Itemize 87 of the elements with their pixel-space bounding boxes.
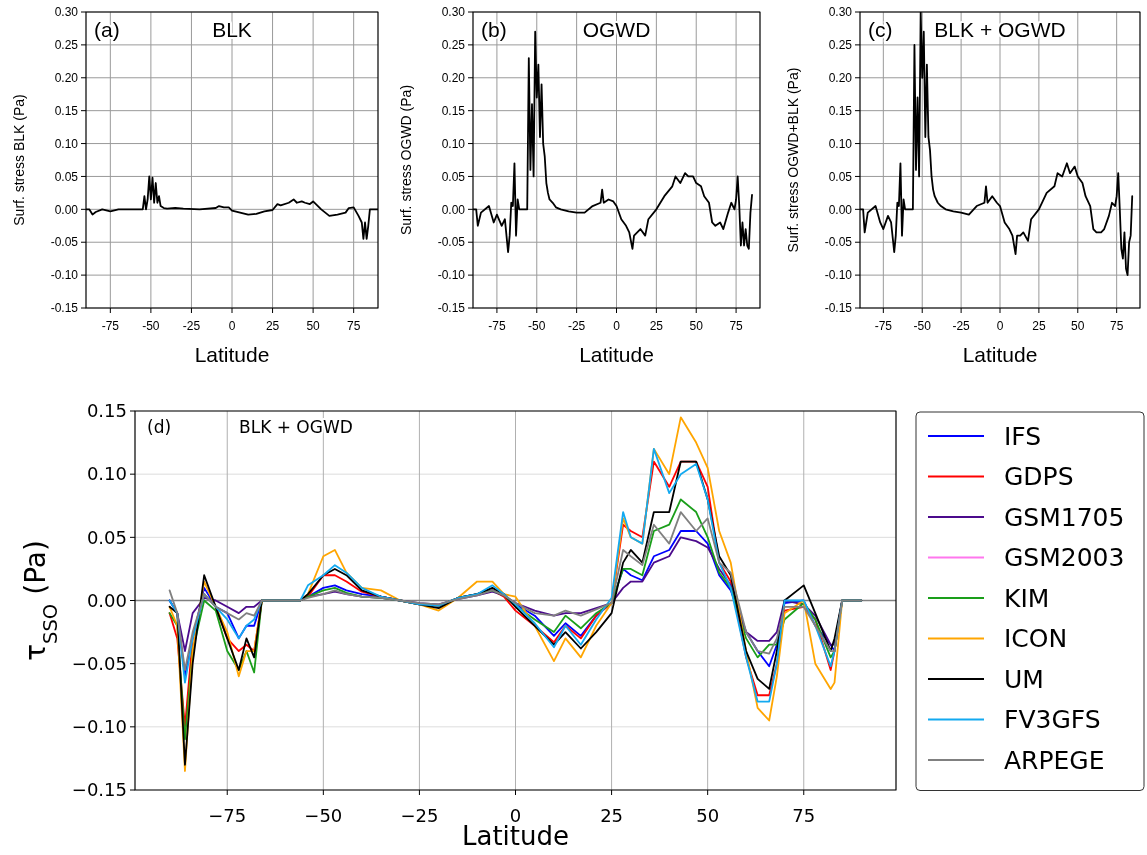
- y-axis-title: Surf. stress OGWD+BLK (Pa): [785, 67, 801, 253]
- x-tick-label: 50: [306, 319, 321, 334]
- y-tick-label: 0.15: [86, 400, 127, 422]
- y-tick-label: 0.10: [441, 136, 466, 151]
- x-tick-label: 75: [1109, 319, 1124, 334]
- y-tick-label: -0.10: [824, 268, 853, 283]
- y-axis-title: Surf. stress OGWD (Pa): [398, 84, 414, 236]
- y-tick-label: −0.05: [71, 652, 127, 674]
- legend-label: GSM2003: [1004, 543, 1125, 573]
- legend-label: FV3GFS: [1004, 705, 1101, 735]
- y-tick-label: 0.00: [441, 202, 466, 217]
- legend-label: IFS: [1004, 421, 1042, 451]
- y-tick-label: 0.20: [54, 70, 79, 85]
- legend-label: ARPEGE: [1004, 745, 1105, 775]
- y-tick-label: 0.10: [54, 136, 79, 151]
- x-tick-label: 75: [729, 319, 744, 334]
- y-tick-label: 0.05: [828, 169, 853, 184]
- x-tick-label: -25: [952, 319, 971, 334]
- x-tick-label: 50: [696, 805, 720, 827]
- annotation: (c): [868, 17, 893, 41]
- annotation: (d): [147, 416, 172, 437]
- y-tick-label: 0.30: [828, 5, 853, 20]
- x-tick-label: 75: [346, 319, 361, 334]
- annotation: BLK + OGWD: [934, 17, 1066, 41]
- x-tick-label: 25: [1032, 319, 1046, 334]
- y-tick-label: 0.00: [828, 202, 853, 217]
- y-tick-label: 0.30: [441, 5, 466, 20]
- y-tick-label: -0.10: [437, 268, 466, 283]
- y-tick-label: 0.20: [828, 70, 853, 85]
- x-tick-label: 25: [600, 805, 624, 827]
- x-tick-label: −75: [208, 805, 247, 827]
- y-tick-label: 0.20: [441, 70, 466, 85]
- y-tick-label: 0.15: [441, 103, 466, 118]
- y-tick-label: 0.25: [828, 38, 853, 53]
- legend-label: KIM: [1004, 583, 1050, 613]
- y-tick-label: −0.10: [71, 716, 127, 738]
- y-tick-label: -0.10: [50, 268, 79, 283]
- x-axis-title: Latitude: [962, 343, 1038, 366]
- x-tick-label: 0: [996, 319, 1004, 334]
- y-tick-label: -0.05: [50, 235, 79, 250]
- y-tick-label: -0.15: [824, 301, 853, 316]
- y-tick-label: -0.15: [50, 301, 79, 316]
- legend-label: GDPS: [1004, 462, 1074, 492]
- annotation: (a): [94, 17, 120, 41]
- y-tick-label: -0.05: [437, 235, 466, 250]
- y-tick-label: -0.05: [824, 235, 853, 250]
- x-tick-label: -50: [528, 319, 546, 334]
- x-tick-label: -50: [142, 319, 160, 334]
- annotation: BLK: [212, 17, 252, 41]
- legend-label: UM: [1004, 664, 1044, 694]
- y-tick-label: 0.25: [54, 38, 79, 53]
- y-tick-label: -0.15: [437, 301, 466, 316]
- x-tick-label: -50: [913, 319, 932, 334]
- legend-label: ICON: [1004, 624, 1068, 654]
- x-tick-label: 50: [1071, 319, 1085, 334]
- x-tick-label: -25: [182, 319, 201, 334]
- x-tick-label: -75: [874, 319, 893, 334]
- annotation: (b): [481, 17, 507, 41]
- x-tick-label: -25: [567, 319, 586, 334]
- x-tick-label: −25: [400, 805, 439, 827]
- x-tick-label: 50: [689, 319, 704, 334]
- y-tick-label: 0.00: [86, 589, 127, 611]
- y-tick-label: 0.15: [828, 103, 853, 118]
- y-axis-title: Surf. stress BLK (Pa): [11, 94, 27, 226]
- x-axis-title: Latitude: [579, 343, 654, 366]
- x-tick-label: 75: [792, 805, 816, 827]
- y-tick-label: 0.10: [86, 463, 127, 485]
- y-tick-label: 0.30: [54, 5, 79, 20]
- x-tick-label: 25: [649, 319, 664, 334]
- x-tick-label: 0: [613, 319, 621, 334]
- y-tick-label: 0.25: [441, 38, 466, 53]
- x-axis-title: Latitude: [194, 343, 270, 366]
- annotation: OGWD: [582, 17, 651, 41]
- legend-label: GSM1705: [1004, 502, 1125, 532]
- y-tick-label: 0.05: [441, 169, 466, 184]
- x-tick-label: 25: [265, 319, 280, 334]
- x-tick-label: 0: [228, 319, 236, 334]
- x-tick-label: -75: [488, 319, 506, 334]
- y-tick-label: 0.05: [86, 526, 127, 548]
- x-tick-label: -75: [101, 319, 120, 334]
- y-tick-label: 0.15: [54, 103, 79, 118]
- y-tick-label: 0.05: [54, 169, 79, 184]
- y-tick-label: −0.15: [71, 779, 127, 801]
- x-tick-label: −50: [304, 805, 343, 827]
- y-tick-label: 0.00: [54, 202, 79, 217]
- y-tick-label: 0.10: [828, 136, 853, 151]
- annotation: BLK + OGWD: [239, 416, 353, 437]
